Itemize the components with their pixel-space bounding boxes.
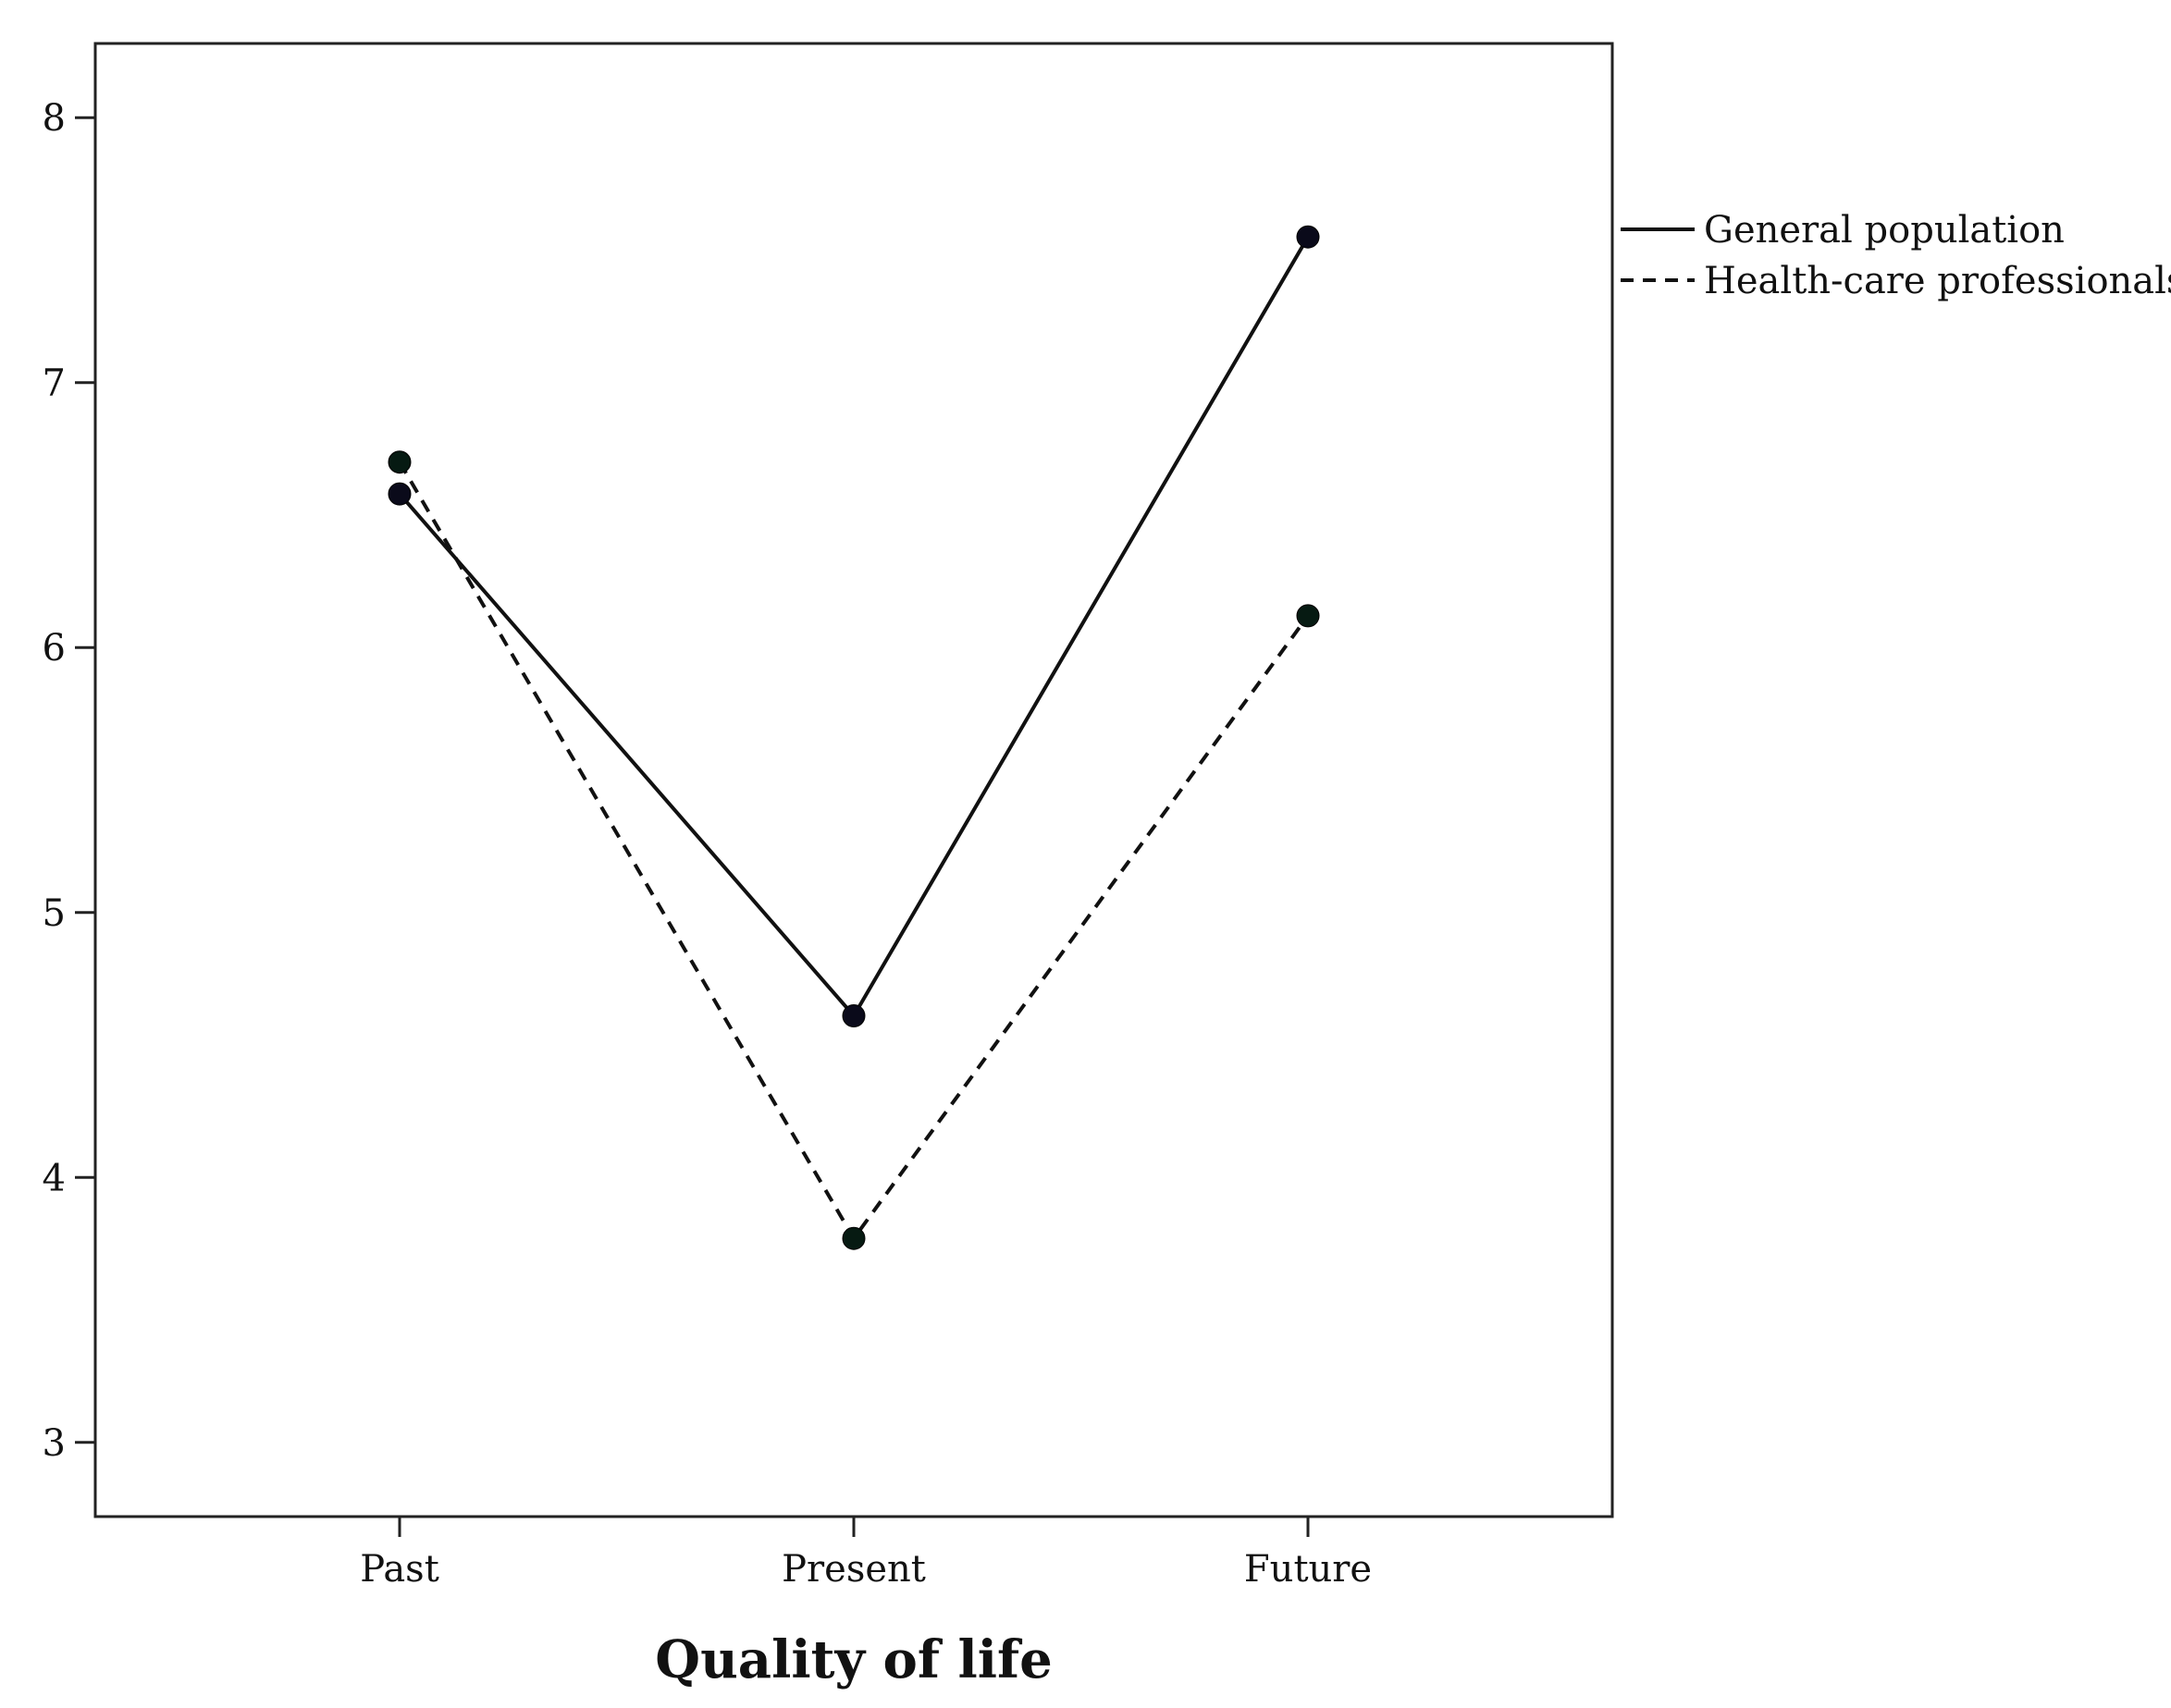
series-markers <box>388 225 1320 1250</box>
legend: General population Health-care profession… <box>1621 209 2171 302</box>
series-lines <box>398 236 1310 1242</box>
x-axis: Past Present Future <box>360 1517 1372 1591</box>
series-2-point <box>388 450 412 474</box>
series-line-1 <box>398 236 1310 1019</box>
y-tick-label: 5 <box>43 892 66 935</box>
x-tick-label: Past <box>360 1548 439 1591</box>
y-tick-label: 6 <box>43 627 66 670</box>
x-tick-label: Present <box>782 1548 926 1591</box>
y-tick-label: 4 <box>43 1157 66 1199</box>
series-1-point <box>388 482 412 506</box>
y-tick-label: 8 <box>43 97 66 140</box>
series-1-point <box>842 1004 866 1027</box>
series-2-point <box>842 1226 866 1250</box>
y-tick-label: 7 <box>43 362 66 405</box>
legend-label-1: General population <box>1704 209 2065 252</box>
series-line-2 <box>398 461 1310 1242</box>
y-tick-label: 3 <box>43 1422 66 1465</box>
legend-label-2: Health-care professionals <box>1704 260 2171 302</box>
series-2-point <box>1296 604 1320 628</box>
x-tick-label: Future <box>1244 1548 1372 1591</box>
y-axis: 3 4 5 6 7 8 <box>43 97 95 1465</box>
x-axis-title: Quality of life <box>655 1629 1052 1690</box>
series-1-point <box>1296 225 1320 249</box>
plot-frame <box>93 42 1614 1518</box>
